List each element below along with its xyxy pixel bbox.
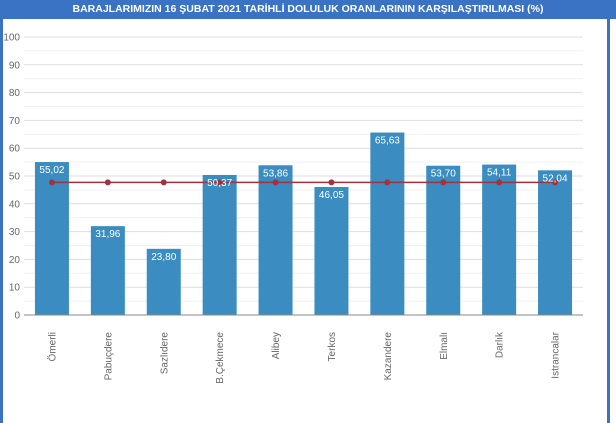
data-label: 23,80 bbox=[151, 252, 176, 263]
y-tick-label: 40 bbox=[9, 199, 21, 210]
data-label: 65,63 bbox=[375, 136, 400, 147]
x-tick-label: Kazandere bbox=[383, 332, 394, 381]
y-tick-label: 50 bbox=[9, 172, 21, 183]
bar-Pabuçdere bbox=[90, 226, 125, 315]
bar-Darlık bbox=[482, 164, 517, 315]
average-line-point bbox=[552, 179, 559, 186]
average-line-point bbox=[440, 179, 447, 186]
average-line-point bbox=[384, 179, 391, 186]
y-tick-label: 60 bbox=[9, 144, 21, 155]
data-label: 52,04 bbox=[543, 173, 568, 184]
bar-Kazandere bbox=[370, 132, 405, 315]
y-tick-label: 80 bbox=[9, 88, 21, 99]
x-tick-label: Pabuçdere bbox=[103, 332, 114, 381]
y-tick-label: 10 bbox=[9, 283, 21, 294]
average-line-point bbox=[48, 179, 55, 186]
data-label: 53,70 bbox=[431, 169, 456, 180]
x-tick-label: Alibey bbox=[271, 332, 282, 359]
bar-B.Çekmece bbox=[202, 174, 237, 315]
x-tick-label: Darlık bbox=[495, 331, 506, 358]
bar-Ömerli bbox=[34, 162, 69, 315]
x-tick-label: Istrancalar bbox=[551, 331, 562, 378]
average-line-point bbox=[104, 179, 111, 186]
average-line-point bbox=[328, 179, 335, 186]
data-label: 54,11 bbox=[487, 168, 512, 179]
average-line-point bbox=[496, 179, 503, 186]
data-label: 46,05 bbox=[319, 190, 344, 201]
bar-Terkos bbox=[314, 186, 349, 315]
y-tick-label: 70 bbox=[9, 116, 21, 127]
bar-Elmalı bbox=[426, 165, 461, 315]
chart-title: BARAJLARIMIZIN 16 ŞUBAT 2021 TARİHLİ DOL… bbox=[0, 0, 616, 19]
x-tick-label: Sazlıdere bbox=[159, 332, 170, 375]
y-tick-label: 0 bbox=[14, 311, 20, 322]
data-label: 31,96 bbox=[95, 229, 120, 240]
average-line-point bbox=[272, 179, 279, 186]
bar-Sazlıdere bbox=[146, 248, 181, 315]
x-tick-label: Ömerli bbox=[46, 332, 58, 361]
x-tick-label: B.Çekmece bbox=[215, 332, 226, 384]
y-tick-label: 20 bbox=[9, 255, 21, 266]
x-tick-label: Terkos bbox=[327, 332, 338, 361]
x-tick-label: Elmalı bbox=[439, 332, 450, 360]
y-tick-label: 30 bbox=[9, 227, 21, 238]
average-line-point bbox=[216, 179, 223, 186]
data-label: 53,86 bbox=[263, 168, 288, 179]
data-label: 50,37 bbox=[207, 178, 232, 189]
average-line-point bbox=[160, 179, 167, 186]
bar-Alibey bbox=[258, 165, 293, 315]
data-label: 55,02 bbox=[39, 165, 64, 176]
y-tick-label: 100 bbox=[3, 33, 20, 44]
y-tick-label: 90 bbox=[9, 60, 21, 71]
bar-Istrancalar bbox=[538, 170, 573, 315]
